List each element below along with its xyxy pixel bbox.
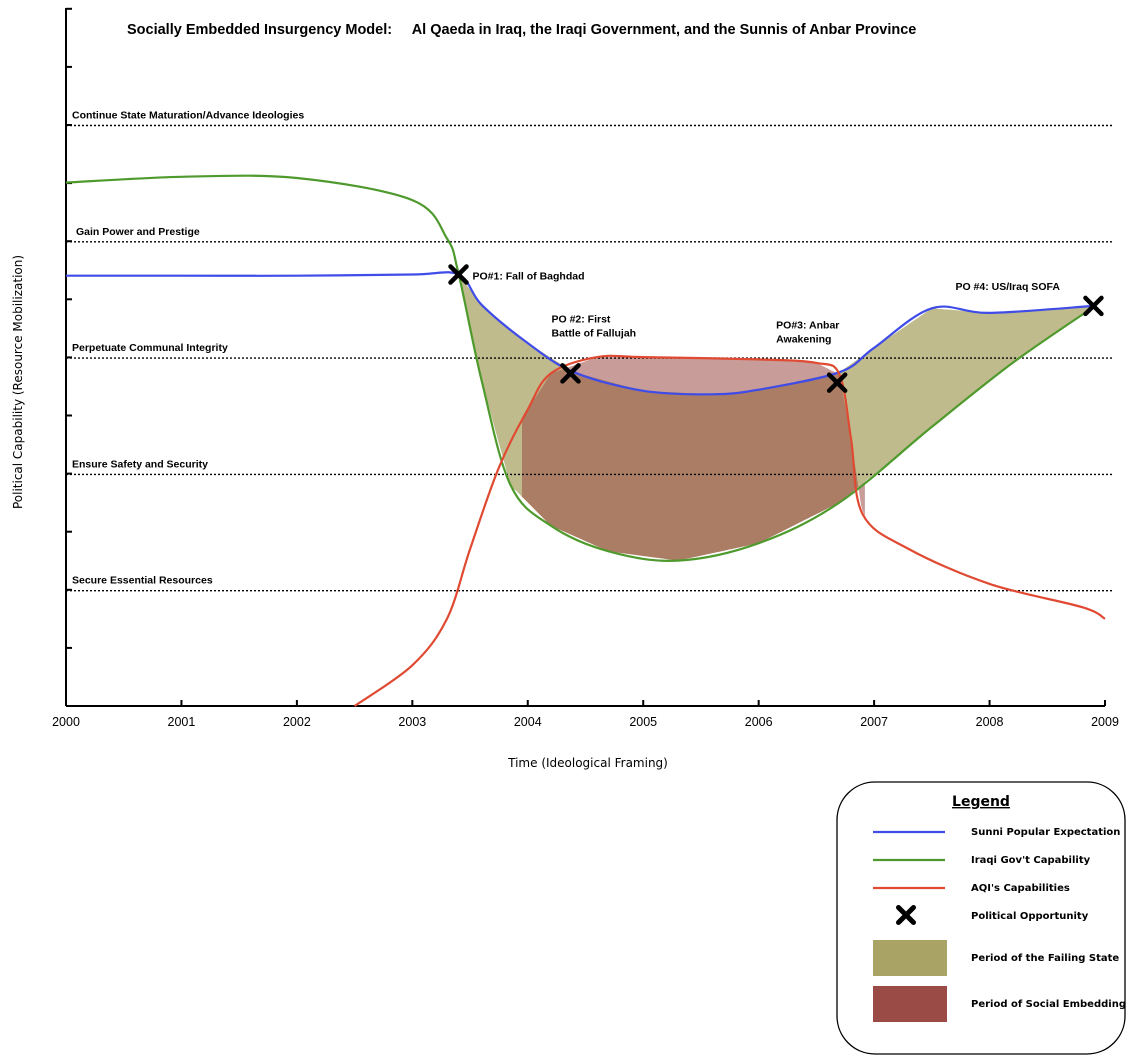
x-tick-label: 2000 <box>52 715 80 729</box>
political-opportunity-marker <box>1083 295 1104 317</box>
x-marker-stroke <box>826 372 848 393</box>
level-label: Continue State Maturation/Advance Ideolo… <box>72 110 304 122</box>
series-line <box>66 271 1094 396</box>
level-label: Secure Essential Resources <box>72 575 213 587</box>
shaded-regions <box>458 273 1094 561</box>
legend-x-marker <box>896 905 916 925</box>
political-opportunity-marker <box>560 363 581 384</box>
legend: Legend Sunni Popular Expectation Iraqi Gov… <box>836 781 1126 1055</box>
political-opportunity-markers: PO#1: Fall of Baghdad PO #2: First Battle … <box>448 264 1104 393</box>
x-tick-label: 2006 <box>745 715 773 729</box>
legend-item-label: AQI's Capabilities <box>971 883 1070 894</box>
series-lines <box>65 174 1106 707</box>
series-line <box>65 174 1095 562</box>
x-tick-label: 2008 <box>976 715 1004 729</box>
marker-annotation: PO#3: Anbar Awakening <box>776 320 839 346</box>
legend-item-label: Period of the Failing State <box>971 953 1119 964</box>
x-tick-label: 2001 <box>168 715 196 729</box>
legend-item-label: Period of Social Embedding <box>971 999 1126 1010</box>
level-label: Ensure Safety and Security <box>72 458 208 470</box>
x-tick-label: 2005 <box>629 715 657 729</box>
region-social-embedding <box>522 357 865 561</box>
chart-title: Socially Embedded Insurgency Model: Al Q… <box>127 22 916 38</box>
legend-title: Legend <box>952 794 1010 810</box>
marker-annotation: PO #2: First Battle of Fallujah <box>551 313 636 339</box>
legend-item-label: Iraqi Gov't Capability <box>971 855 1091 866</box>
y-axis-label: Political Capability (Resource Mobilizat… <box>11 255 25 509</box>
x-marker-stroke <box>1083 295 1104 317</box>
marker-annotation: PO #4: US/Iraq SOFA <box>955 281 1060 293</box>
political-opportunity-marker <box>826 372 848 393</box>
series-line <box>353 354 1106 707</box>
x-tick-label: 2004 <box>514 715 542 729</box>
x-marker-stroke <box>448 264 469 285</box>
x-tick-label: 2007 <box>860 715 888 729</box>
political-opportunity-marker <box>448 264 469 285</box>
level-label: Perpetuate Communal Integrity <box>72 342 228 354</box>
legend-item-label: Sunni Popular Expectation <box>971 827 1120 838</box>
legend-swatch-region <box>873 986 947 1022</box>
x-tick-label: 2002 <box>283 715 311 729</box>
x-marker-stroke <box>560 363 581 384</box>
level-lines: Continue State Maturation/Advance Ideolo… <box>66 110 1112 592</box>
x-axis-label: Time (Ideological Framing) <box>507 756 668 770</box>
legend-item-label: Political Opportunity <box>971 911 1089 922</box>
x-tick-label: 2009 <box>1091 715 1119 729</box>
marker-annotation: PO#1: Fall of Baghdad <box>473 271 585 283</box>
x-tick-label: 2003 <box>398 715 426 729</box>
legend-swatch-region <box>873 940 947 976</box>
level-label: Gain Power and Prestige <box>76 226 200 238</box>
